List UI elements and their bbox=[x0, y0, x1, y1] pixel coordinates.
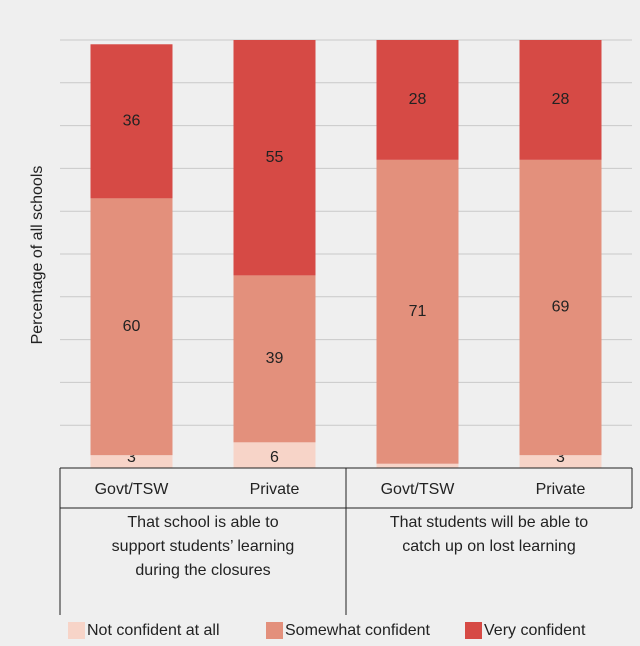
legend-label: Very confident bbox=[484, 622, 586, 639]
bar-segment bbox=[519, 40, 602, 160]
legend-swatch bbox=[465, 622, 482, 639]
bar-segment bbox=[90, 44, 173, 199]
data-label: 3 bbox=[556, 449, 565, 466]
x-tick-label: Govt/TSW bbox=[95, 481, 170, 498]
data-label: 69 bbox=[552, 299, 570, 316]
group-label: That students will be able to bbox=[390, 514, 588, 531]
group-label: catch up on lost learning bbox=[402, 538, 575, 555]
data-label: 71 bbox=[409, 303, 427, 320]
group-label: support students’ learning bbox=[112, 538, 295, 555]
group-label: That school is able to bbox=[127, 514, 278, 531]
legend-label: Somewhat confident bbox=[285, 622, 431, 639]
x-tick-label: Govt/TSW bbox=[381, 481, 456, 498]
bar-segment bbox=[90, 455, 173, 468]
bar-segment bbox=[90, 198, 173, 456]
bar-segment bbox=[376, 463, 459, 468]
bar-segment bbox=[233, 442, 316, 468]
data-label: 28 bbox=[552, 91, 570, 108]
bar-segment bbox=[376, 159, 459, 464]
data-label: 55 bbox=[266, 149, 284, 166]
bar-segment bbox=[376, 40, 459, 160]
bar-segment bbox=[519, 159, 602, 456]
data-label: 60 bbox=[123, 318, 141, 335]
data-label: 3 bbox=[127, 449, 136, 466]
legend-label: Not confident at all bbox=[87, 622, 220, 639]
bar-segment bbox=[233, 40, 316, 276]
bar-segment bbox=[233, 275, 316, 443]
bar-segment bbox=[519, 455, 602, 468]
legend-swatch bbox=[266, 622, 283, 639]
group-label: during the closures bbox=[135, 562, 270, 579]
x-tick-label: Private bbox=[536, 481, 586, 498]
data-label: 6 bbox=[270, 449, 279, 466]
data-label: 39 bbox=[266, 350, 284, 367]
y-axis-label: Percentage of all schools bbox=[29, 166, 46, 345]
x-tick-label: Private bbox=[250, 481, 300, 498]
data-label: 28 bbox=[409, 91, 427, 108]
data-label: 36 bbox=[123, 113, 141, 130]
legend-swatch bbox=[68, 622, 85, 639]
